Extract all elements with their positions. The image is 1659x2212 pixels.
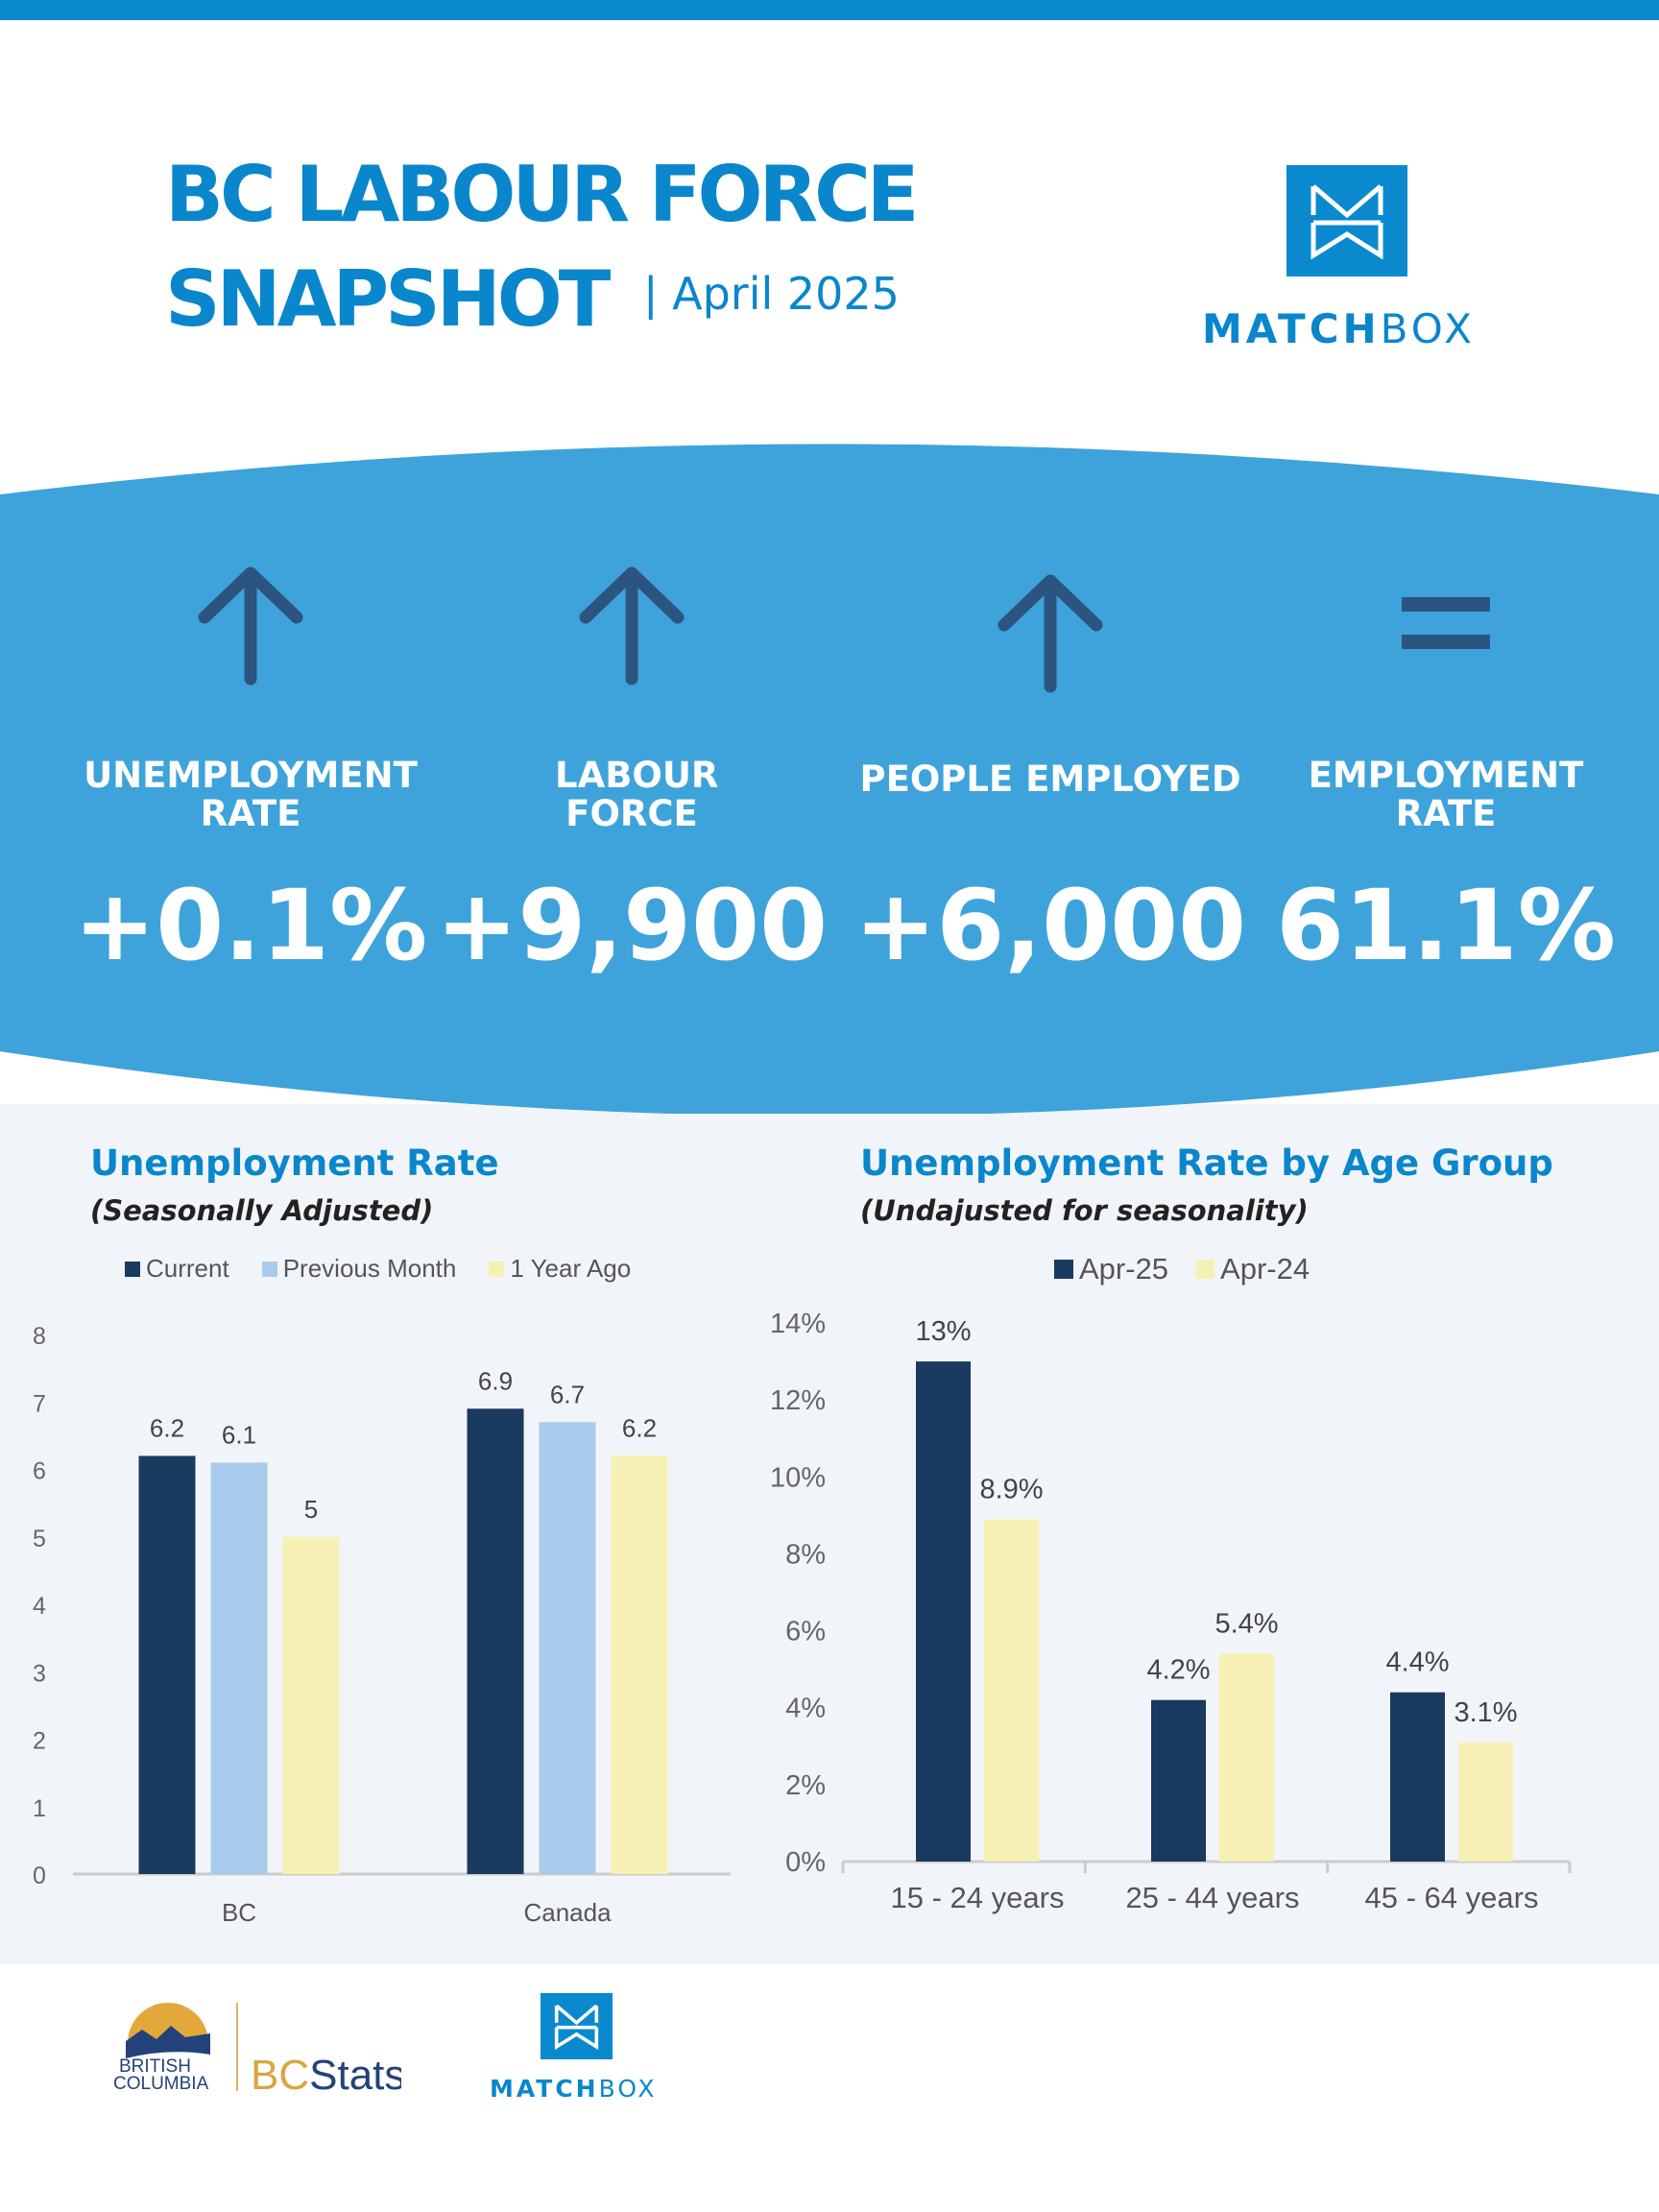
y-tick-label: 2%	[785, 1770, 826, 1801]
bar	[1458, 1742, 1513, 1862]
kpi-value-employment-rate: 61.1%	[1276, 869, 1616, 983]
legend-label: Apr-25	[1079, 1252, 1169, 1286]
legend-item: Apr-24	[1195, 1252, 1310, 1286]
legend-label: Apr-24	[1220, 1252, 1310, 1286]
y-tick-label: 10%	[770, 1462, 826, 1493]
arrow-up-icon	[198, 566, 303, 685]
x-category-label: 25 - 44 years	[1126, 1881, 1300, 1914]
bar	[916, 1361, 971, 1862]
kpi-value-unemployment-rate: +0.1%	[73, 869, 428, 983]
data-label: 6.9	[478, 1366, 513, 1395]
y-tick-label: 1	[33, 1795, 46, 1822]
matchbox-logo-icon	[1286, 165, 1407, 276]
arrow-up-icon	[998, 574, 1103, 693]
x-category-label: BC	[222, 1898, 256, 1927]
data-label: 3.1%	[1454, 1697, 1517, 1728]
x-category-label: 15 - 24 years	[891, 1881, 1065, 1914]
logo-text-bold: MATCH	[490, 2075, 599, 2103]
bar	[138, 1455, 196, 1874]
x-category-label: 45 - 64 years	[1365, 1881, 1539, 1914]
y-tick-label: 4%	[785, 1694, 826, 1724]
data-label: 6.7	[550, 1380, 585, 1408]
data-label: 13%	[915, 1316, 971, 1347]
y-tick-label: 3	[33, 1660, 46, 1687]
data-label: 4.2%	[1146, 1655, 1210, 1686]
matchbox-footer-text: MATCHBOX	[490, 2077, 658, 2101]
logo-text-light: BOX	[598, 2075, 658, 2103]
y-tick-label: 0	[33, 1863, 46, 1889]
page-title-line1: BC LABOUR FORCE	[165, 150, 919, 239]
y-tick-label: 14%	[770, 1309, 826, 1339]
bar	[611, 1455, 668, 1874]
report-date: | April 2025	[643, 268, 900, 320]
page-title-line2: SNAPSHOT	[165, 254, 611, 344]
bar	[1390, 1692, 1445, 1862]
chart2-subtitle: (Undajusted for seasonality)	[860, 1194, 1309, 1227]
kpi-band	[0, 444, 1659, 1114]
data-label: 8.9%	[979, 1474, 1043, 1504]
y-tick-label: 7	[33, 1390, 46, 1417]
band-bottom-curve	[0, 1008, 1659, 1114]
charts-section	[0, 1104, 1659, 1964]
logo-text-bold: MATCH	[1202, 305, 1381, 352]
y-tick-label: 6%	[785, 1617, 826, 1647]
bar	[467, 1408, 524, 1874]
kpi-label-unemployment-rate: UNEMPLOYMENT RATE	[84, 755, 418, 834]
bar	[1219, 1653, 1274, 1862]
y-tick-label: 4	[33, 1593, 46, 1620]
x-category-label: Canada	[523, 1898, 612, 1927]
y-tick-label: 2	[33, 1728, 46, 1755]
kpi-label-labour-force: LABOUR FORCE	[555, 755, 719, 834]
y-tick-label: 0%	[785, 1847, 826, 1878]
y-tick-label: 5	[33, 1526, 46, 1552]
svg-text:BCStats: BCStats	[251, 2052, 401, 2099]
legend-label: 1 Year Ago	[510, 1254, 632, 1283]
data-label: 6.1	[222, 1420, 256, 1449]
chart1-title: Unemployment Rate	[90, 1142, 499, 1184]
y-tick-label: 8%	[785, 1539, 826, 1570]
data-label: 6.2	[150, 1413, 184, 1442]
chart2-title: Unemployment Rate by Age Group	[860, 1142, 1553, 1184]
legend-label: Previous Month	[282, 1254, 457, 1283]
legend-item: Previous Month	[261, 1254, 457, 1284]
data-label: 5	[304, 1495, 318, 1524]
svg-text:BRITISH: BRITISH	[119, 2056, 191, 2077]
logo-text-light: BOX	[1380, 305, 1476, 352]
bar	[1151, 1699, 1206, 1862]
data-label: 6.2	[622, 1413, 657, 1442]
y-tick-label: 12%	[770, 1385, 826, 1416]
chart1-plot: 0 1 2 3 4 5 6 7 8 BC 6.2 6.1 5 Canada 6.9 6.7 6.2	[33, 1323, 731, 1927]
y-tick-label: 8	[33, 1323, 46, 1350]
legend-item: 1 Year Ago	[489, 1254, 631, 1284]
bar	[984, 1519, 1039, 1862]
matchbox-footer-logo-icon	[541, 1993, 613, 2059]
legend-item: Apr-25	[1054, 1252, 1168, 1286]
chart2-plot: 0% 2% 4% 6% 8% 10% 12% 14% 15 - 24 years 13% 8.9% 2…	[770, 1309, 1572, 1914]
legend-item: Current	[125, 1254, 229, 1284]
top-accent-bar	[0, 0, 1659, 20]
kpi-label-employment-rate: EMPLOYMENT RATE	[1308, 755, 1584, 834]
arrow-up-icon	[579, 566, 685, 685]
bar	[210, 1462, 268, 1874]
matchbox-logo-text: MATCHBOX	[1202, 309, 1476, 349]
chart2-legend: Apr-25 Apr-24	[1054, 1252, 1310, 1286]
kpi-label-people-employed: PEOPLE EMPLOYED	[859, 758, 1241, 800]
kpi-value-labour-force: +9,900	[435, 869, 829, 983]
legend-label: Current	[146, 1254, 229, 1283]
svg-text:COLUMBIA: COLUMBIA	[113, 2074, 209, 2094]
y-tick-label: 6	[33, 1458, 46, 1485]
data-label: 5.4%	[1214, 1609, 1278, 1640]
data-label: 4.4%	[1385, 1647, 1449, 1678]
equals-icon	[1402, 597, 1490, 649]
bc-stats-logo: BRITISH COLUMBIA BCStats	[113, 2003, 401, 2099]
chart1-legend: Current Previous Month 1 Year Ago	[125, 1254, 631, 1284]
bar	[539, 1422, 596, 1874]
bar	[282, 1536, 340, 1874]
chart1-subtitle: (Seasonally Adjusted)	[90, 1194, 434, 1227]
kpi-value-people-employed: +6,000	[854, 869, 1247, 983]
